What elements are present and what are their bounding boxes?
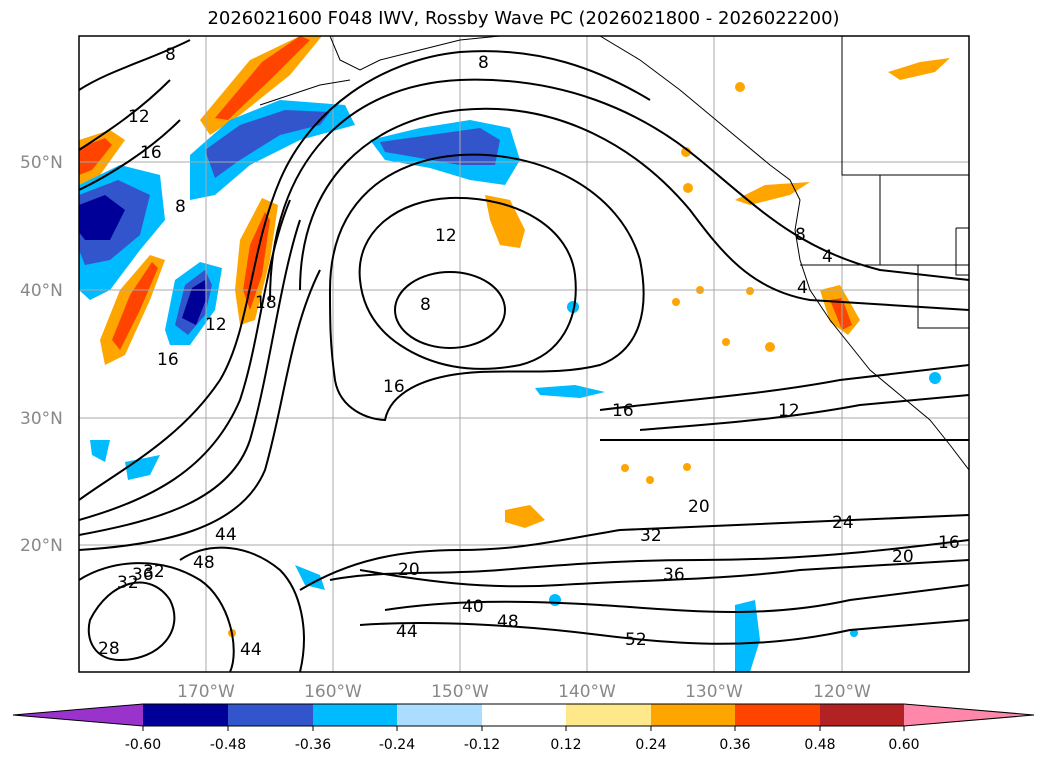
lat-label: 30°N [20,409,63,429]
colorbar-tick-label: -0.48 [210,737,246,753]
svg-text:20: 20 [892,547,914,567]
colorbar-tick-label: -0.12 [464,737,500,753]
coastline [259,36,969,471]
colorbar-segment [566,704,651,726]
contour-labels: 8 12 16 8 12 8 16 16 12 18 12 16 8 4 4 8… [98,45,960,660]
svg-text:28: 28 [98,639,120,659]
svg-text:16: 16 [140,143,162,163]
colorbar-tick-label: -0.24 [379,737,415,753]
svg-text:52: 52 [625,630,647,650]
colorbar-segment [820,704,904,726]
lon-label: 170°W [177,682,235,702]
lon-label: 160°W [304,682,362,702]
colorbar-tick-label: 0.12 [550,737,581,753]
longitude-labels: 170°W 160°W 150°W 140°W 130°W 120°W [177,682,871,702]
map-title: 2026021600 F048 IWV, Rossby Wave PC (202… [207,8,840,29]
svg-text:36: 36 [663,565,685,585]
svg-text:36: 36 [132,565,154,585]
lon-label: 130°W [685,682,743,702]
svg-text:44: 44 [240,640,262,660]
svg-text:18: 18 [255,293,277,313]
lon-label: 150°W [431,682,489,702]
svg-text:12: 12 [435,226,457,246]
svg-text:16: 16 [612,401,634,421]
colorbar-segment [228,704,313,726]
colorbar-segment [397,704,482,726]
svg-text:32: 32 [640,526,662,546]
colorbar-tick-label: -0.60 [125,737,161,753]
colorbar-tick-label: -0.36 [295,737,331,753]
anomaly-shading [79,36,950,672]
svg-text:8: 8 [420,295,431,315]
svg-text:48: 48 [193,553,215,573]
colorbar-tick-label: 0.60 [888,737,919,753]
svg-text:44: 44 [215,525,237,545]
svg-text:4: 4 [797,278,808,298]
svg-text:8: 8 [478,53,489,73]
svg-text:16: 16 [157,350,179,370]
lat-label: 50°N [20,153,63,173]
colorbar-tick-label: 0.24 [635,737,666,753]
svg-text:16: 16 [938,533,960,553]
iwv-contours [79,39,969,672]
svg-text:32: 32 [143,562,165,582]
svg-text:8: 8 [175,197,186,217]
colorbar-segment [143,704,228,726]
lat-label: 40°N [20,281,63,301]
plot-frame [78,35,970,673]
colorbar-extend-high [904,704,1034,726]
svg-text:4: 4 [822,247,833,267]
svg-text:8: 8 [795,225,806,245]
svg-text:12: 12 [205,315,227,335]
svg-text:32: 32 [117,573,139,593]
colorbar-tick-label: 0.48 [804,737,835,753]
colorbar-segment [482,704,566,726]
colorbar: -0.60 -0.48 -0.36 -0.24 -0.12 0.12 0.24 … [12,703,1035,753]
svg-text:44: 44 [396,622,418,642]
colorbar-extend-low [13,704,143,726]
lat-label: 20°N [20,536,63,556]
svg-text:12: 12 [778,401,800,421]
svg-text:24: 24 [832,513,854,533]
svg-text:20: 20 [688,497,710,517]
svg-text:8: 8 [165,45,176,65]
colorbar-tick-label: 0.36 [719,737,750,753]
svg-text:48: 48 [497,612,519,632]
svg-text:20: 20 [398,560,420,580]
colorbar-ticks [142,726,905,731]
lon-label: 120°W [813,682,871,702]
svg-text:16: 16 [383,377,405,397]
lon-label: 140°W [558,682,616,702]
svg-text:12: 12 [128,107,150,127]
latitude-labels: 50°N 40°N 30°N 20°N [20,153,63,556]
colorbar-segment [313,704,397,726]
colorbar-segment [651,704,735,726]
colorbar-segment [735,704,820,726]
svg-text:40: 40 [462,597,484,617]
